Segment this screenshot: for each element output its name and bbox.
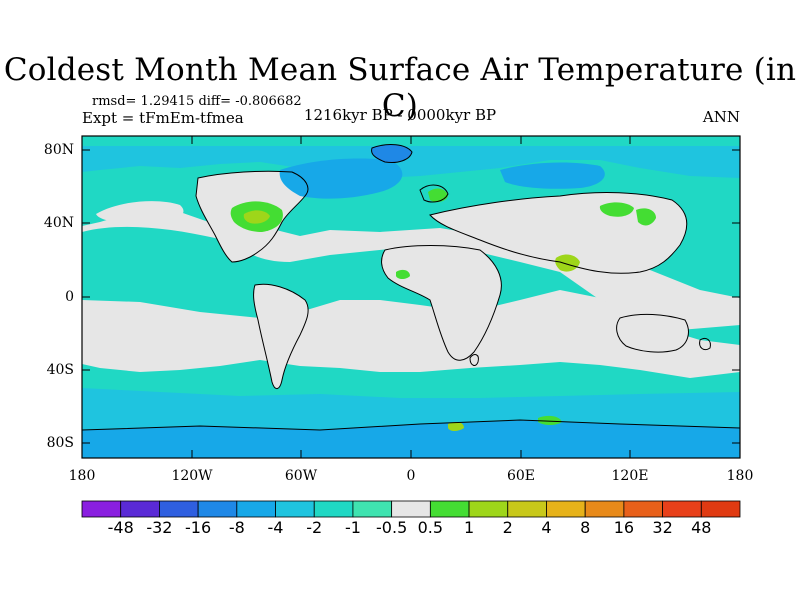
colorbar-box [159,500,199,518]
colorbar-box [546,500,586,518]
warm-patch-china [636,208,656,226]
cool-patch-greenland [371,144,412,163]
cool-patch-arctic [82,146,740,178]
warm-patch-great-lakes [243,210,270,224]
cool-patch-siberia [500,162,605,189]
colorbar-label: -4 [267,518,284,537]
colorbar-box [81,500,122,518]
colorbar-label: 32 [652,518,673,537]
colorbar-label: -1 [344,518,361,537]
x-tick-label: 60E [506,468,536,484]
colorbar-box [507,500,547,518]
warm-patch-north-africa [396,269,410,279]
colorbar-box [700,500,741,518]
y-tick-label: 40N [43,215,74,231]
colorbar-label: -0.5 [376,518,408,537]
colorbar-box [468,500,509,518]
colorbar-label: 48 [691,518,712,537]
colorbar-label: 2 [502,518,513,537]
x-tick-label: 180 [726,468,754,484]
colorbar-boxes [81,500,741,518]
axis-ticks [82,136,740,458]
colorbar-box [662,500,702,518]
land-australia [616,314,689,353]
colorbar-box [236,500,276,518]
plot-title: Coldest Month Mean Surface Air Temperatu… [3,52,797,124]
colorbar-box [429,500,470,518]
land-africa [381,245,502,361]
coastlines [82,144,740,431]
colorbar-box [120,500,160,518]
warm-patch-central-asia [599,202,634,217]
colorbar-box [197,500,238,518]
x-tick-label: 120E [611,468,649,484]
neutral-patch-pacific-north [96,201,184,223]
cool-patch-antarctica [82,420,740,458]
x-tick-label: 180 [68,468,96,484]
colorbar-box [391,500,431,518]
season-label: ANN [702,108,740,126]
colorbar-label: 16 [613,518,635,537]
colorbar-label: 8 [580,518,591,537]
cool-patch-north-atlantic [279,158,403,199]
colorbar-label: 1 [463,518,475,537]
colorbar-label: -8 [228,518,245,537]
warm-patch-antarctic-coast-2 [448,421,464,431]
colorbar-label: -48 [107,518,134,537]
colorbar-box [275,500,315,518]
land-south-america [253,284,309,389]
neutral-band-south [82,290,740,378]
y-tick-label: 40S [46,362,74,378]
colorbar-box [313,500,354,518]
y-tick-label: 0 [65,289,74,305]
y-tick-label: 80S [46,435,74,451]
colorbar-label: 4 [541,518,552,537]
warm-patch-antarctic-coast [538,415,562,425]
colorbar-label: -16 [185,518,212,537]
rmsd-diff-stats: rmsd= 1.29415 diff= -0.806682 [92,94,302,109]
time-period-label: 1216kyr BP - 0000kyr BP [303,106,497,124]
x-tick-label: 0 [406,468,416,484]
map-field [82,136,740,458]
colorbar-label: 0.5 [417,518,444,537]
colorbar-box [584,500,625,518]
x-tick-label: 120W [171,468,213,484]
colorbar-box [623,500,663,518]
warm-patch-india [555,254,580,272]
experiment-label: Expt = tFmEm-tfmea [82,109,244,127]
colorbar-box [352,500,393,518]
y-tick-label: 80N [43,142,74,158]
colorbar-label: -2 [306,518,323,537]
x-tick-label: 60W [284,468,318,484]
warm-patch-scandinavia [428,188,448,203]
colorbar-label: -32 [146,518,173,537]
